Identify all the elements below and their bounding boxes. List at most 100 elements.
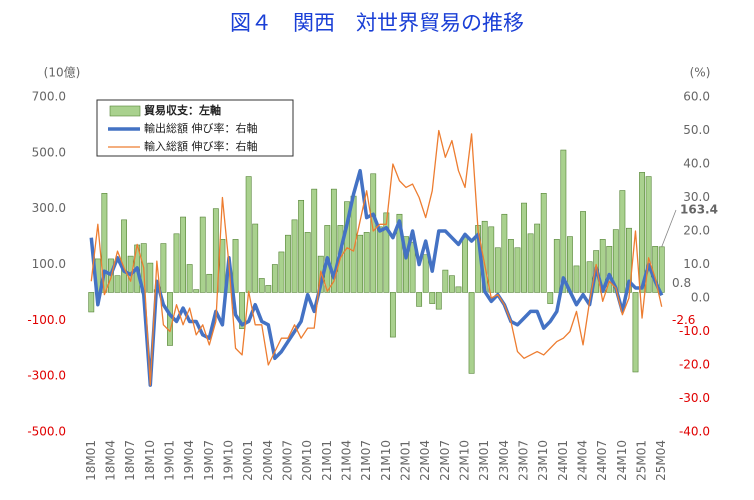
x-tick-label: 23M07	[517, 440, 531, 481]
x-tick-label: 19M01	[162, 440, 176, 481]
y2-tick-label: 10.0	[683, 257, 710, 271]
bar	[239, 292, 246, 330]
x-tick-label: 24M04	[576, 440, 590, 481]
bar	[193, 289, 200, 293]
x-tick-label: 24M01	[556, 440, 570, 481]
bar	[442, 269, 449, 293]
data-label: 0.8	[672, 276, 691, 290]
y2-tick-label: 60.0	[683, 90, 710, 104]
x-tick-label: 18M04	[103, 440, 117, 481]
x-tick-label: 20M04	[261, 440, 275, 481]
y-tick-label: 500.0	[32, 145, 66, 159]
y2-tick-label: 0.0	[691, 291, 710, 305]
y2-tick-label: 30.0	[683, 190, 710, 204]
bar	[219, 239, 226, 293]
bar	[285, 234, 291, 293]
x-tick-label: 21M10	[379, 440, 393, 481]
y2-tick-label: -40.0	[679, 425, 710, 439]
chart-title: 図４ 関西 対世界貿易の推移	[230, 11, 524, 35]
bar	[639, 172, 645, 293]
x-tick-label: 22M10	[458, 440, 472, 481]
bar	[547, 292, 554, 304]
bar	[376, 226, 383, 293]
bar	[573, 265, 580, 293]
bar	[344, 201, 350, 293]
bar	[370, 173, 377, 293]
bar	[580, 211, 586, 293]
bar	[180, 216, 186, 293]
bar	[363, 232, 370, 293]
bar	[553, 239, 560, 293]
y-unit: (10億)	[44, 66, 81, 80]
bar	[232, 239, 239, 293]
bar	[278, 251, 285, 293]
bar	[521, 202, 527, 293]
x-tick-label: 21M04	[339, 440, 353, 481]
line	[90, 129, 663, 386]
bar	[298, 199, 305, 293]
x-tick-label: 20M10	[300, 440, 314, 481]
bar	[422, 254, 429, 293]
bar	[507, 239, 514, 293]
bar	[455, 286, 462, 293]
data-label: 163.4	[680, 203, 718, 217]
x-tick-label: 25M01	[635, 440, 649, 481]
y2-tick-label: 50.0	[683, 123, 710, 137]
bar	[258, 278, 265, 293]
bar	[396, 213, 403, 293]
bar	[199, 216, 206, 293]
bar	[403, 236, 409, 293]
bar	[448, 275, 455, 293]
bar	[121, 219, 127, 293]
x-tick-label: 25M04	[654, 440, 668, 481]
legend-label: 貿易収支：左軸	[144, 103, 221, 117]
bar	[645, 176, 652, 293]
y-tick-label: -300.0	[27, 369, 66, 383]
y2-tick-label: -10.0	[679, 324, 710, 338]
bar	[330, 188, 337, 293]
bar	[291, 219, 298, 293]
bar	[429, 292, 436, 304]
x-tick-label: 21M01	[320, 440, 334, 481]
bar	[488, 226, 495, 293]
x-tick-label: 23M01	[477, 440, 491, 481]
bar	[560, 149, 567, 293]
x-tick-label: 19M10	[221, 440, 235, 481]
bar	[435, 292, 442, 310]
bar	[114, 275, 121, 293]
y-tick-label: 100.0	[32, 257, 66, 271]
bar	[389, 292, 396, 338]
y-tick-label: 700.0	[32, 90, 66, 104]
bar	[540, 193, 547, 293]
bar	[265, 285, 272, 293]
bar	[357, 234, 364, 293]
y2-tick-label: -20.0	[679, 358, 710, 372]
bar	[514, 247, 521, 293]
bar	[186, 264, 193, 293]
legend-label: 輸出総額 伸び率：右軸	[144, 121, 258, 135]
y2-unit: (%)	[690, 66, 711, 80]
x-tick-label: 19M07	[202, 440, 216, 481]
x-tick-label: 18M01	[84, 440, 98, 481]
x-tick-label: 18M07	[123, 440, 137, 481]
legend-swatch	[109, 105, 141, 117]
bar	[462, 236, 468, 293]
y2-tick-label: -30.0	[679, 391, 710, 405]
x-tick-label: 19M04	[182, 440, 196, 481]
x-tick-label: 24M07	[595, 440, 609, 481]
x-tick-label: 21M07	[359, 440, 373, 481]
bar	[416, 292, 423, 307]
bar	[409, 241, 416, 293]
x-tick-label: 23M10	[536, 440, 550, 481]
bar	[147, 262, 154, 293]
y2-tick-label: 40.0	[683, 157, 710, 171]
x-tick-label: 22M07	[438, 440, 452, 481]
bar	[245, 176, 252, 293]
bar	[632, 292, 639, 373]
x-tick-label: 22M01	[399, 440, 413, 481]
bar	[252, 223, 259, 293]
bar	[304, 232, 311, 293]
leader-line	[661, 209, 677, 247]
bar	[501, 213, 508, 293]
bar	[160, 243, 167, 293]
